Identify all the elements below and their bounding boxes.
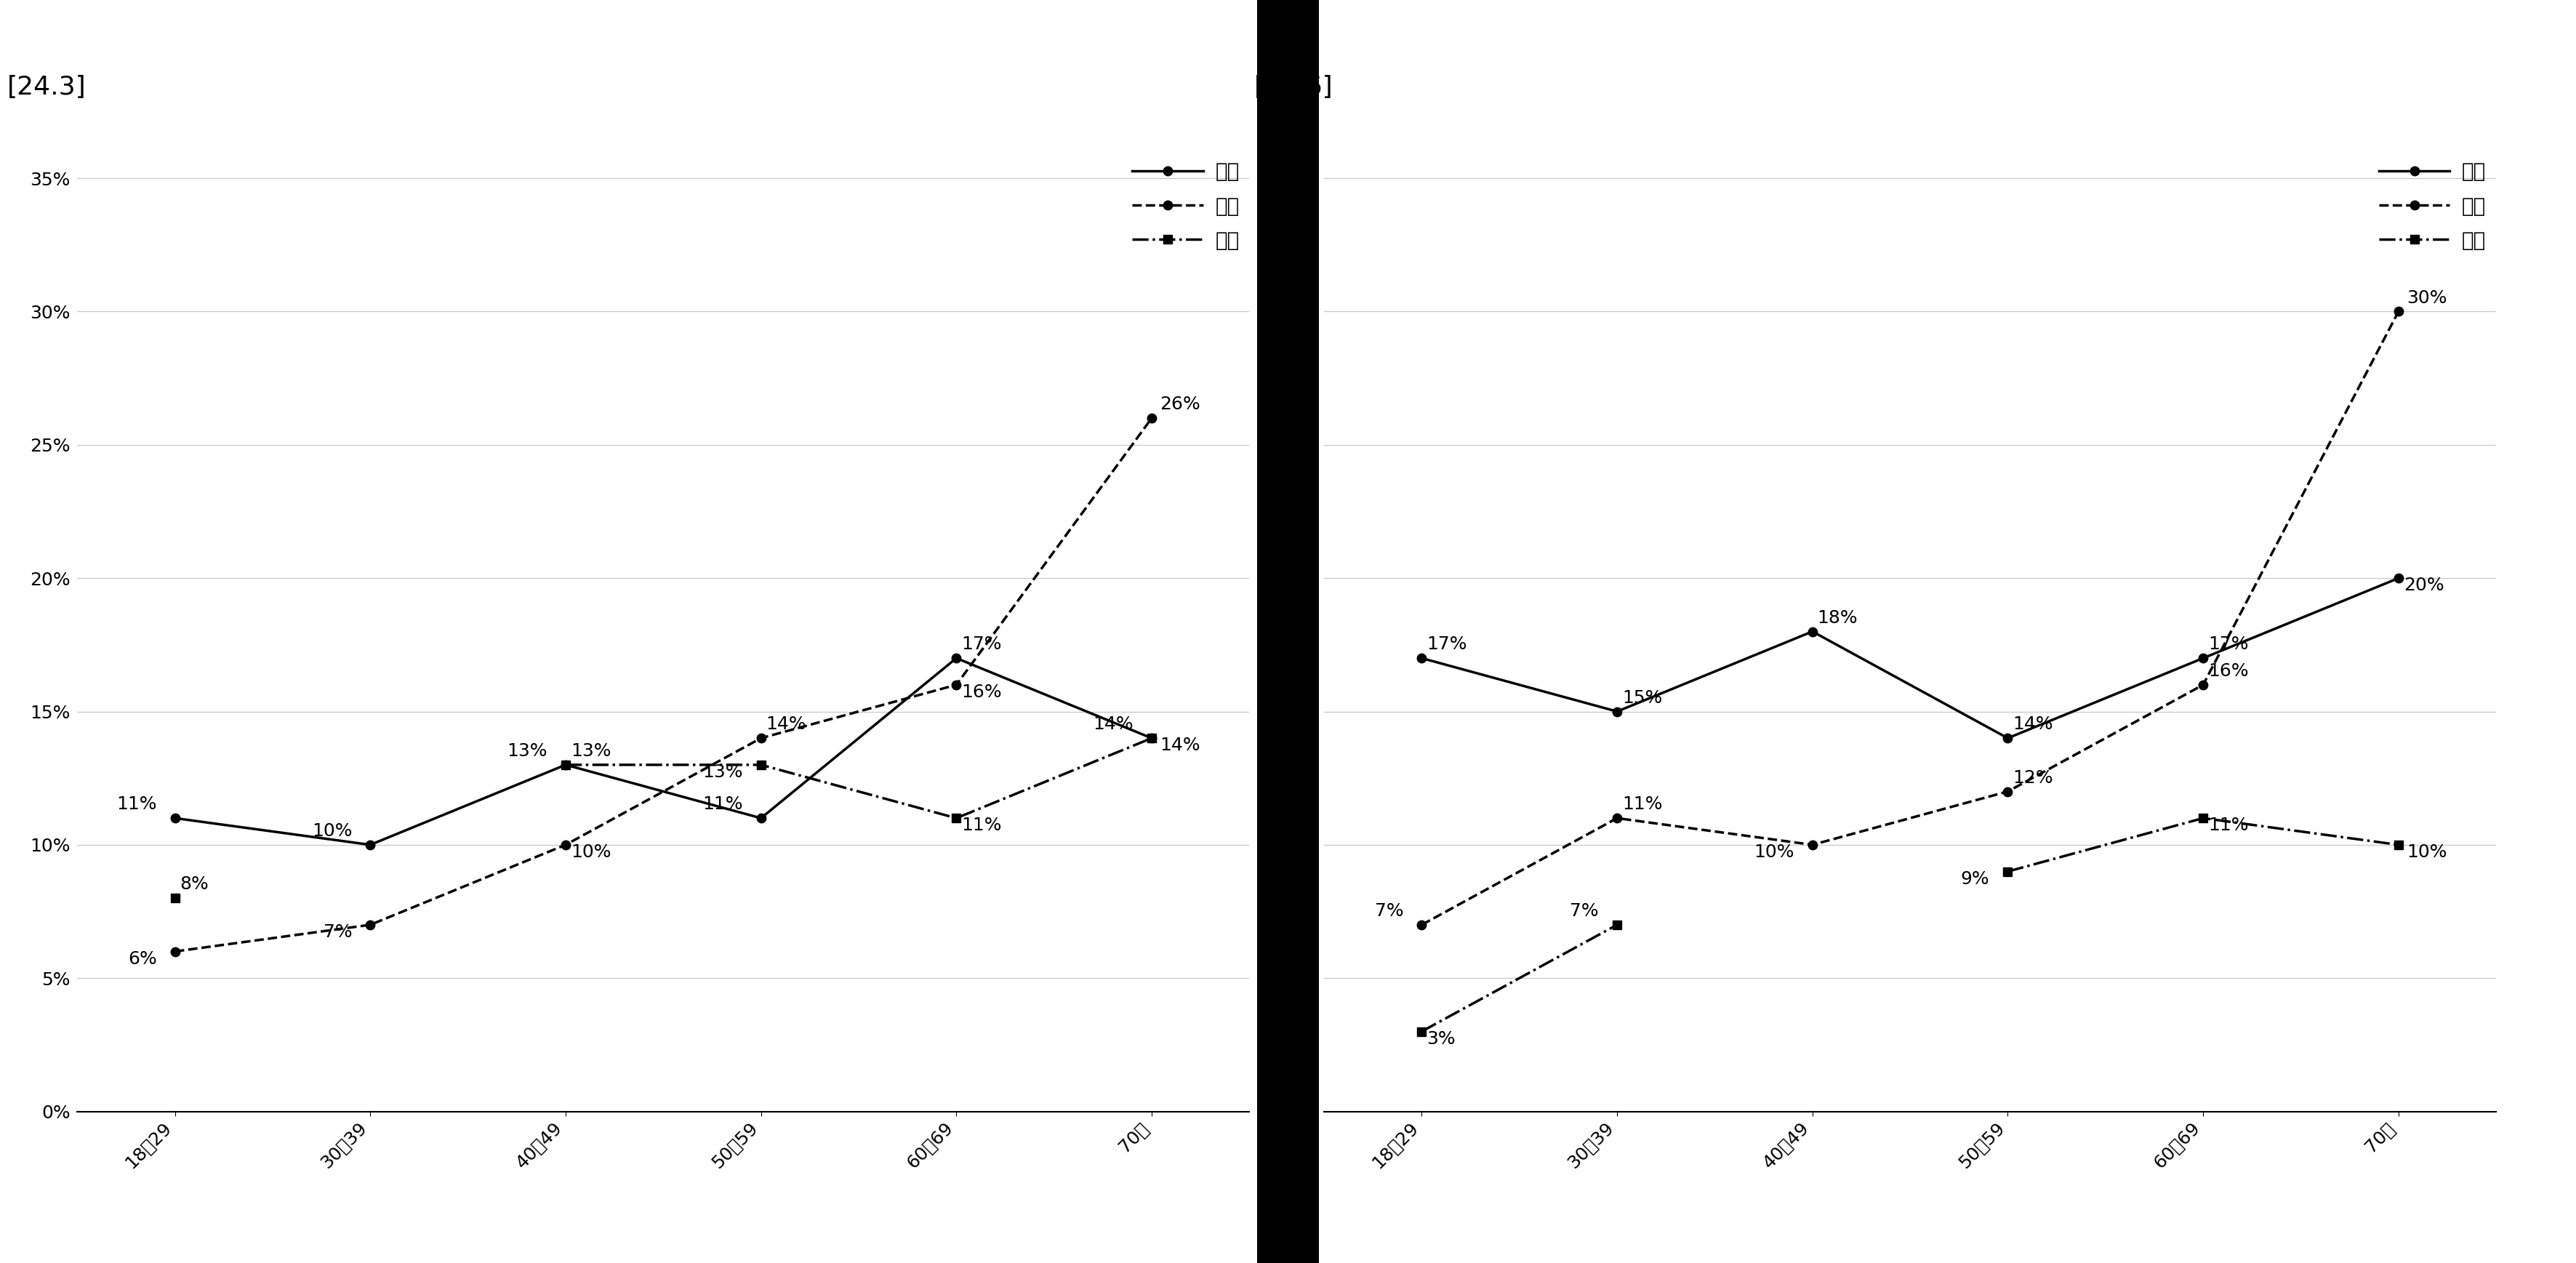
- 維新: [940, 811, 971, 826]
- 自民: [1136, 730, 1167, 745]
- Text: 16%: 16%: [2208, 662, 2249, 679]
- 自民: [1798, 624, 1829, 639]
- 自民: [2383, 571, 2414, 586]
- 自民: [2187, 650, 2218, 666]
- 立憲: [940, 677, 971, 692]
- Text: 18%: 18%: [1819, 609, 1857, 626]
- Line: 自民: 自民: [1417, 573, 2403, 743]
- 自民: [1406, 650, 1437, 666]
- 立憲: [1602, 811, 1633, 826]
- Text: 10%: 10%: [572, 844, 611, 861]
- Line: 立憲: 立憲: [1417, 307, 2403, 930]
- Text: 14%: 14%: [1159, 736, 1200, 754]
- Text: 12%: 12%: [2012, 769, 2053, 787]
- 自民: [1991, 730, 2022, 745]
- 維新: [744, 758, 775, 773]
- 維新: [2383, 837, 2414, 853]
- Text: 17%: 17%: [961, 635, 1002, 653]
- 立憲: [1991, 784, 2022, 799]
- 立憲: [1136, 410, 1167, 426]
- Text: 14%: 14%: [765, 716, 806, 733]
- Text: 16%: 16%: [961, 683, 1002, 701]
- Text: 13%: 13%: [703, 764, 742, 781]
- 維新: [1991, 864, 2022, 879]
- Text: 11%: 11%: [961, 817, 1002, 835]
- Text: 11%: 11%: [703, 796, 742, 813]
- Text: 3%: 3%: [1427, 1031, 1455, 1047]
- 維新: [160, 890, 191, 906]
- Text: 7%: 7%: [1571, 902, 1600, 919]
- Text: 7%: 7%: [325, 923, 353, 941]
- 自民: [160, 811, 191, 826]
- Text: 14%: 14%: [2012, 716, 2053, 733]
- 維新: [1602, 917, 1633, 932]
- 自民: [1602, 703, 1633, 719]
- Text: 15%: 15%: [1623, 690, 1662, 706]
- 立憲: [551, 837, 582, 853]
- Text: 17%: 17%: [2208, 635, 2249, 653]
- Text: 10%: 10%: [1754, 844, 1795, 861]
- Line: 立憲: 立憲: [170, 414, 1157, 956]
- 自民: [551, 758, 582, 773]
- Text: [24.6]: [24.6]: [1255, 75, 1332, 100]
- Text: 10%: 10%: [312, 822, 353, 840]
- Text: 14%: 14%: [1092, 716, 1133, 733]
- 立憲: [1798, 837, 1829, 853]
- 維新: [551, 758, 582, 773]
- Text: [24.3]: [24.3]: [8, 75, 85, 100]
- Legend: 自民, 立憲, 維新: 自民, 立憲, 維新: [2380, 162, 2486, 251]
- Line: 自民: 自民: [170, 654, 1157, 849]
- Text: 11%: 11%: [1623, 796, 1662, 813]
- 立憲: [1406, 917, 1437, 932]
- Legend: 自民, 立憲, 維新: 自民, 立憲, 維新: [1133, 162, 1239, 251]
- 立憲: [744, 730, 775, 745]
- Text: 7%: 7%: [1376, 902, 1404, 919]
- Text: 8%: 8%: [180, 875, 209, 893]
- 自民: [940, 650, 971, 666]
- Text: 11%: 11%: [116, 796, 157, 813]
- Text: 10%: 10%: [2406, 844, 2447, 861]
- 自民: [355, 837, 386, 853]
- 自民: [744, 811, 775, 826]
- Text: 13%: 13%: [572, 743, 611, 760]
- Text: 11%: 11%: [2208, 817, 2249, 835]
- 立憲: [2383, 304, 2414, 320]
- Text: 26%: 26%: [1159, 395, 1200, 413]
- 立憲: [2187, 677, 2218, 692]
- Text: 6%: 6%: [129, 950, 157, 967]
- 立憲: [160, 943, 191, 959]
- 維新: [2187, 811, 2218, 826]
- 維新: [1136, 730, 1167, 745]
- Text: 13%: 13%: [507, 743, 549, 760]
- Text: 30%: 30%: [2406, 289, 2447, 307]
- Text: 20%: 20%: [2403, 577, 2445, 595]
- Text: 17%: 17%: [1427, 635, 1468, 653]
- 維新: [1406, 1024, 1437, 1039]
- Line: 維新: 維新: [170, 734, 1157, 903]
- Text: 9%: 9%: [1960, 870, 1989, 888]
- Line: 維新: 維新: [1417, 813, 2403, 1036]
- 立憲: [355, 917, 386, 932]
